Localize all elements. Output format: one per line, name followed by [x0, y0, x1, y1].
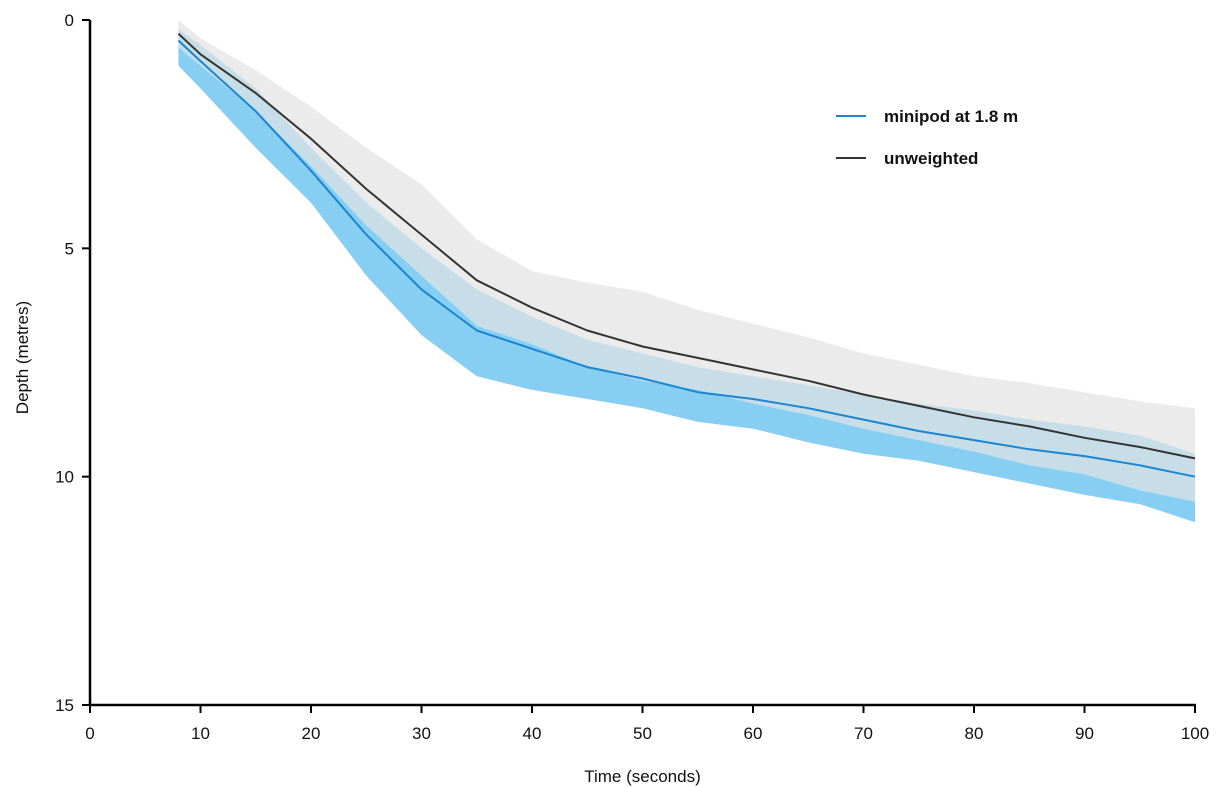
x-tick-label: 50 — [633, 724, 652, 743]
y-tick-label: 5 — [65, 239, 74, 258]
band-unweighted — [178, 20, 1195, 502]
x-tick-label: 60 — [744, 724, 763, 743]
x-tick-label: 70 — [854, 724, 873, 743]
x-tick-label: 10 — [191, 724, 210, 743]
x-tick-label: 20 — [302, 724, 321, 743]
legend-label: minipod at 1.8 m — [884, 107, 1018, 126]
x-ticks: 0 10 20 30 40 50 60 70 80 90 100 — [85, 705, 1209, 743]
x-axis-label: Time (seconds) — [584, 767, 701, 786]
series-lines — [177, 32, 1196, 478]
x-tick-label: 0 — [85, 724, 94, 743]
line-minipod — [177, 39, 1196, 478]
x-tick-label: 100 — [1181, 724, 1209, 743]
legend: minipod at 1.8 m unweighted — [836, 107, 1018, 168]
y-tick-label: 10 — [55, 468, 74, 487]
confidence-bands — [178, 20, 1195, 523]
y-ticks: 0 5 10 15 — [55, 11, 90, 715]
x-tick-label: 40 — [523, 724, 542, 743]
line-unweighted — [177, 32, 1196, 460]
y-axis-label: Depth (metres) — [13, 301, 32, 414]
x-tick-label: 80 — [965, 724, 984, 743]
legend-label: unweighted — [884, 149, 978, 168]
x-tick-label: 30 — [412, 724, 431, 743]
y-tick-label: 15 — [55, 696, 74, 715]
x-tick-label: 90 — [1075, 724, 1094, 743]
y-tick-label: 0 — [65, 11, 74, 30]
